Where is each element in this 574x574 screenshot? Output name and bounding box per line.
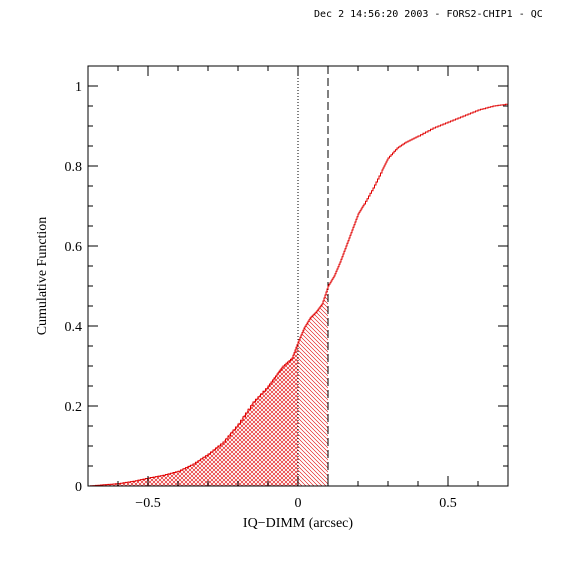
reference-lines bbox=[297, 66, 329, 486]
y-tick-label: 0.2 bbox=[65, 400, 83, 415]
y-tick-label: 0.8 bbox=[65, 160, 83, 175]
axis-ticks bbox=[87, 65, 509, 487]
header-timestamp: Dec 2 14:56:20 2003 - FORS2-CHIP1 - QC bbox=[314, 9, 543, 20]
y-tick-labels: 0 0.2 0.4 0.6 0.8 1 bbox=[65, 80, 83, 495]
x-tick-label: 0.5 bbox=[439, 496, 457, 511]
y-tick-label: 1 bbox=[75, 80, 82, 95]
y-tick-label: 0 bbox=[75, 480, 82, 495]
shaded-regions bbox=[88, 286, 328, 486]
x-axis-title: IQ−DIMM (arcsec) bbox=[243, 516, 353, 531]
y-tick-label: 0.6 bbox=[65, 240, 83, 255]
hatch-region bbox=[298, 286, 328, 486]
x-tick-labels: −0.5 0 0.5 bbox=[135, 496, 456, 511]
x-tick-label: −0.5 bbox=[135, 496, 160, 511]
crosshatch-region bbox=[88, 342, 298, 486]
x-tick-label: 0 bbox=[295, 496, 302, 511]
cumulative-curve bbox=[88, 103, 509, 487]
y-axis-title: Cumulative Function bbox=[35, 217, 50, 336]
y-tick-label: 0.4 bbox=[65, 320, 83, 335]
